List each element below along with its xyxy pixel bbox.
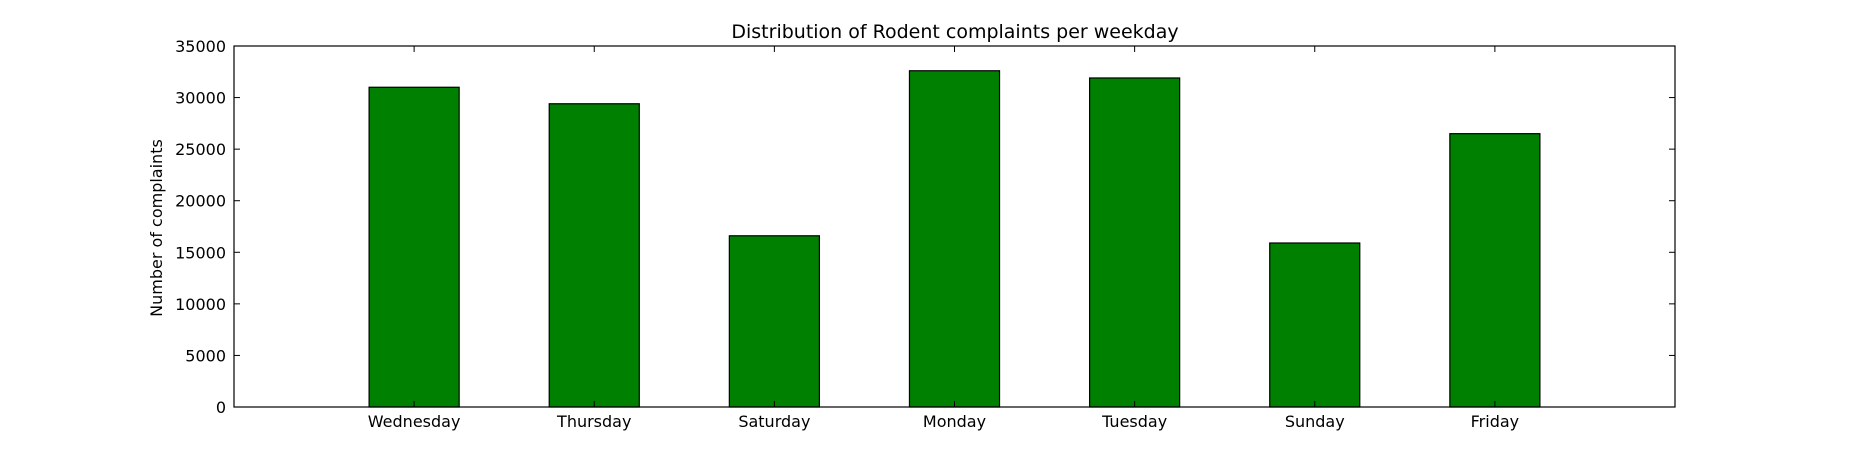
bar-thursday	[548, 103, 640, 408]
bar-friday	[1449, 133, 1541, 408]
x-tick-label-wednesday: Wednesday	[368, 412, 461, 431]
y-tick-label: 30000	[175, 89, 226, 108]
x-tick-label-monday: Monday	[923, 412, 986, 431]
y-tick-label: 35000	[175, 37, 226, 56]
bar-saturday	[728, 235, 821, 408]
x-tick-label-sunday: Sunday	[1285, 412, 1345, 431]
x-tick-label-saturday: Saturday	[738, 412, 810, 431]
bar-sunday	[1269, 242, 1361, 408]
bar-tuesday	[1088, 77, 1181, 408]
y-axis-label: Number of complaints	[147, 139, 166, 317]
bar-wednesday	[368, 86, 460, 408]
chart-title: Distribution of Rodent complaints per we…	[731, 21, 1178, 43]
bar-monday	[908, 70, 1001, 408]
y-tick-label: 0	[216, 398, 226, 417]
x-tick-label-friday: Friday	[1471, 412, 1520, 431]
plot-area: 0 5000 10000 15000 20000 25000 30000 35000 Wedne…	[175, 37, 1676, 431]
y-tick-label: 25000	[175, 140, 226, 159]
y-tick-label: 20000	[175, 192, 226, 211]
x-tick-label-tuesday: Tuesday	[1101, 412, 1167, 431]
x-tick-label-thursday: Thursday	[556, 412, 631, 431]
y-tick-label: 5000	[185, 346, 226, 365]
y-tick-label: 15000	[175, 243, 226, 262]
y-tick-label: 10000	[175, 295, 226, 314]
